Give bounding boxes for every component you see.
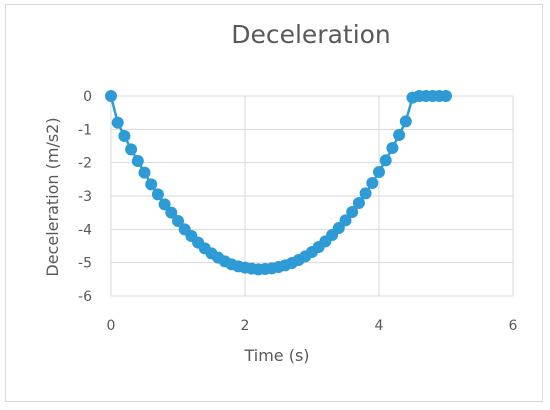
data-point xyxy=(440,90,452,102)
series-line xyxy=(109,94,446,271)
data-point xyxy=(125,143,138,156)
data-point xyxy=(393,129,406,141)
data-point xyxy=(373,166,385,178)
x-tick-label: 2 xyxy=(241,318,250,334)
data-point xyxy=(151,188,164,201)
data-point xyxy=(379,154,392,167)
data-point xyxy=(352,197,365,209)
y-tick-label: -5 xyxy=(78,256,92,272)
data-point xyxy=(366,177,379,189)
y-tick-label: -3 xyxy=(78,189,92,205)
data-point xyxy=(172,215,184,227)
grid-lines xyxy=(110,95,514,297)
data-point xyxy=(111,116,124,129)
series-points-group xyxy=(105,90,452,276)
y-tick-label: -1 xyxy=(78,122,92,138)
y-tick-label: -2 xyxy=(78,156,92,172)
data-point xyxy=(165,206,178,219)
x-tick-labels: 0 2 4 6 xyxy=(107,318,518,334)
data-point xyxy=(118,130,131,142)
x-tick-label: 0 xyxy=(107,318,116,334)
y-tick-label: -6 xyxy=(78,289,92,305)
y-tick-label: -4 xyxy=(78,222,92,238)
y-tick-labels: 0 -1 -2 -3 -4 -5 -6 xyxy=(78,89,92,305)
x-tick-label: 4 xyxy=(375,318,384,334)
data-point xyxy=(158,198,171,211)
data-point xyxy=(105,90,117,102)
data-point xyxy=(131,155,144,167)
x-tick-label: 6 xyxy=(509,318,518,334)
x-axis-title: Time (s) xyxy=(243,346,309,365)
data-point xyxy=(145,178,158,191)
data-point xyxy=(339,214,352,227)
chart-title: Deceleration xyxy=(231,20,391,49)
data-point xyxy=(346,206,359,218)
data-point xyxy=(138,166,151,179)
y-tick-label: 0 xyxy=(83,89,92,105)
y-axis-title: Deceleration (m/s2) xyxy=(43,117,62,276)
data-point xyxy=(399,115,412,128)
series-line-group xyxy=(109,94,446,271)
data-point xyxy=(386,142,399,154)
chart-frame xyxy=(5,4,543,402)
data-point xyxy=(359,187,372,200)
